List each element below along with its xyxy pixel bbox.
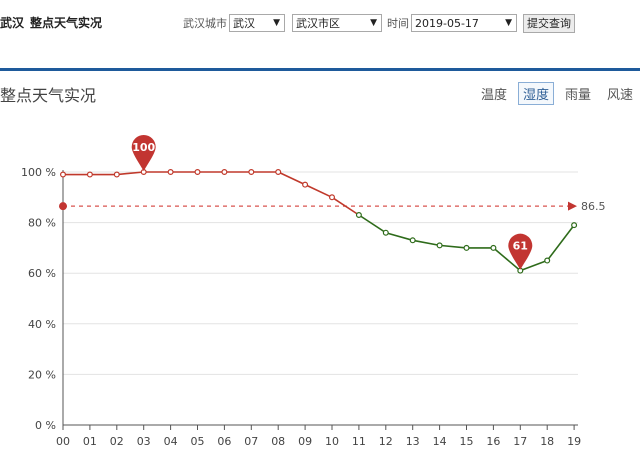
series-segment <box>385 231 413 242</box>
data-point <box>409 237 416 244</box>
x-tick-label: 16 <box>486 435 500 448</box>
x-tick-label: 07 <box>244 435 258 448</box>
brand-page-title: 整点天气实况 <box>30 16 103 30</box>
data-point <box>355 212 362 219</box>
x-tick-label: 01 <box>83 435 97 448</box>
y-tick-label: 80 % <box>28 217 56 230</box>
series-segment <box>358 214 387 234</box>
series-segment <box>439 244 467 249</box>
x-tick-label: 05 <box>191 435 205 448</box>
series-segment <box>116 171 144 176</box>
submit-query-button[interactable]: 提交查询 <box>523 13 575 33</box>
data-point <box>59 171 66 178</box>
district-select-value: 武汉市区 <box>296 17 340 30</box>
tab-temperature[interactable]: 温度 <box>480 88 507 103</box>
data-point <box>463 244 470 251</box>
series-segment <box>546 224 575 262</box>
header-divider <box>0 68 640 71</box>
min-marker-label: 61 <box>513 240 528 253</box>
x-tick-label: 08 <box>271 435 285 448</box>
dropdown-arrow-icon: ▼ <box>273 18 280 28</box>
x-tick-label: 11 <box>352 435 366 448</box>
data-point <box>248 169 255 176</box>
district-select[interactable]: 武汉市区 ▼ <box>292 14 382 32</box>
tab-wind-speed[interactable]: 风速 <box>606 88 633 103</box>
x-tick-label: 09 <box>298 435 312 448</box>
series-segment <box>412 239 440 247</box>
city-label: 武汉城市 <box>183 17 227 30</box>
date-select[interactable]: 2019-05-17 ▼ <box>411 14 517 32</box>
data-point <box>571 222 578 229</box>
data-point <box>382 229 389 236</box>
brand-title: 武汉 整点天气实况 <box>0 14 102 31</box>
tab-rainfall[interactable]: 雨量 <box>564 88 591 103</box>
x-tick-label: 15 <box>460 435 474 448</box>
series-segment <box>520 259 548 272</box>
min-marker-pin <box>508 233 533 270</box>
x-tick-label: 06 <box>217 435 231 448</box>
data-point <box>275 169 282 176</box>
average-label: 86.5 <box>581 200 606 213</box>
brand-city: 武汉 <box>0 16 25 30</box>
series-segment <box>277 171 306 186</box>
date-select-value: 2019-05-17 <box>415 16 479 30</box>
y-tick-label: 20 % <box>28 368 56 381</box>
metric-tabs: 温度 湿度 雨量 风速 <box>476 82 638 105</box>
y-tick-label: 40 % <box>28 318 56 331</box>
filter-bar: 武汉城市 武汉 ▼ 武汉市区 ▼ 时间 2019-05-17 ▼ 提交查询 <box>183 13 575 33</box>
series-segment <box>492 247 521 272</box>
x-tick-label: 18 <box>540 435 554 448</box>
x-tick-label: 19 <box>567 435 581 448</box>
city-select[interactable]: 武汉 ▼ <box>229 14 285 32</box>
x-tick-label: 03 <box>137 435 151 448</box>
data-point <box>329 194 336 201</box>
y-tick-label: 60 % <box>28 267 56 280</box>
data-point <box>302 181 309 188</box>
data-point <box>86 171 93 178</box>
x-tick-label: 10 <box>325 435 339 448</box>
y-tick-label: 100 % <box>21 166 56 179</box>
tab-humidity[interactable]: 湿度 <box>517 82 554 105</box>
data-point <box>194 169 201 176</box>
x-tick-label: 02 <box>110 435 124 448</box>
max-marker-pin <box>131 135 156 171</box>
data-point <box>113 171 120 178</box>
top-bar: 武汉 整点天气实况 武汉城市 武汉 ▼ 武汉市区 ▼ 时间 2019-05-17 ▼ 提… <box>0 0 640 62</box>
x-tick-label: 00 <box>56 435 70 448</box>
average-arrow <box>568 201 577 211</box>
y-tick-label: 0 % <box>35 419 56 432</box>
data-point <box>167 169 174 176</box>
city-select-value: 武汉 <box>233 17 255 30</box>
section-title: 整点天气实况 <box>0 86 97 105</box>
dropdown-arrow-icon: ▼ <box>370 18 377 28</box>
x-tick-label: 14 <box>433 435 447 448</box>
max-marker-label: 100 <box>132 141 155 154</box>
series-segment <box>304 183 333 199</box>
average-start-dot <box>59 202 67 211</box>
dropdown-arrow-icon: ▼ <box>505 18 512 28</box>
x-tick-label: 12 <box>379 435 393 448</box>
time-label: 时间 <box>387 17 409 30</box>
data-point <box>490 244 497 251</box>
data-point <box>436 242 443 249</box>
data-point <box>544 257 551 264</box>
series-segment <box>331 196 360 216</box>
x-tick-label: 04 <box>164 435 178 448</box>
data-point <box>221 169 228 176</box>
x-tick-label: 17 <box>513 435 527 448</box>
x-tick-label: 13 <box>406 435 420 448</box>
